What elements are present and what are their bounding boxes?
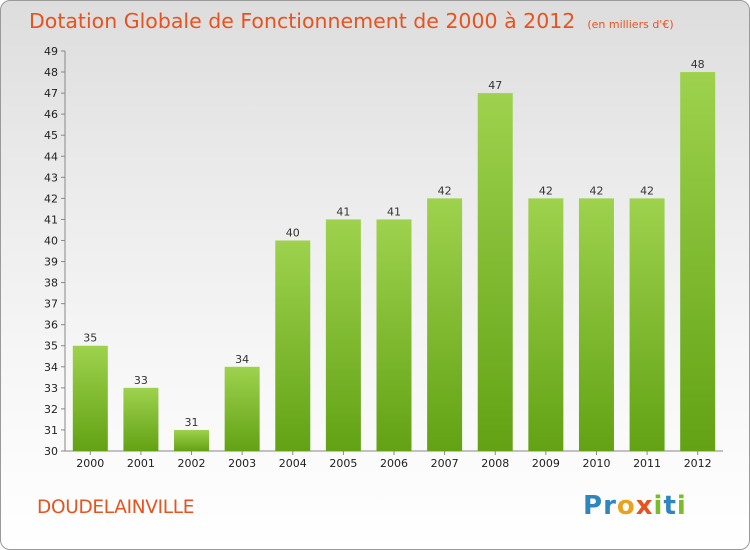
brand-letter: i bbox=[676, 491, 687, 521]
title-text: Dotation Globale de Fonctionnement de 20… bbox=[29, 9, 576, 33]
bar bbox=[578, 198, 614, 451]
chart-subtitle: (en milliers d'€) bbox=[587, 18, 674, 31]
y-tick-label: 36 bbox=[44, 319, 58, 332]
x-tick-label: 2006 bbox=[380, 457, 408, 470]
x-tick-label: 2000 bbox=[76, 457, 104, 470]
brand-letter: o bbox=[616, 491, 636, 521]
x-tick-label: 2003 bbox=[228, 457, 256, 470]
y-tick-label: 49 bbox=[44, 45, 58, 58]
x-tick-label: 2007 bbox=[431, 457, 459, 470]
data-label: 47 bbox=[488, 79, 502, 92]
data-label: 35 bbox=[83, 332, 97, 345]
y-tick-label: 32 bbox=[44, 403, 58, 416]
brand-letter: t bbox=[663, 491, 677, 521]
y-tick-label: 38 bbox=[44, 277, 58, 290]
chart-axes: 30 31 32 33 34 35 36 37 38 39 40 41 42 43 44 45 46 47 48 49… bbox=[44, 45, 723, 470]
x-tick-label: 2012 bbox=[684, 457, 712, 470]
y-tick-label: 43 bbox=[44, 171, 58, 184]
y-tick-label: 39 bbox=[44, 256, 58, 269]
x-tick-label: 2011 bbox=[633, 457, 661, 470]
data-label: 42 bbox=[438, 184, 452, 197]
y-tick-label: 37 bbox=[44, 298, 58, 311]
x-tick-label: 2005 bbox=[329, 457, 357, 470]
x-tick-label: 2008 bbox=[481, 457, 509, 470]
y-tick-label: 47 bbox=[44, 87, 58, 100]
data-label: 42 bbox=[539, 184, 553, 197]
bar bbox=[528, 198, 564, 451]
data-label: 33 bbox=[134, 374, 148, 387]
chart-title: Dotation Globale de Fonctionnement de 20… bbox=[29, 9, 674, 33]
bar bbox=[325, 219, 361, 451]
bar bbox=[224, 366, 260, 451]
x-tick-label: 2004 bbox=[279, 457, 307, 470]
brand-logo: Proxiti bbox=[583, 491, 687, 521]
x-tick-label: 2001 bbox=[127, 457, 155, 470]
bar bbox=[123, 387, 159, 451]
chart-bars: 35 33 31 34 40 41 41 42 47 42 42 42 48 bbox=[72, 58, 716, 452]
y-tick-label: 42 bbox=[44, 192, 58, 205]
y-tick-label: 40 bbox=[44, 234, 58, 247]
y-tick-label: 45 bbox=[44, 129, 58, 142]
brand-letter: r bbox=[603, 491, 617, 521]
data-label: 34 bbox=[235, 353, 249, 366]
x-tick-label: 2002 bbox=[178, 457, 206, 470]
bar bbox=[174, 429, 210, 451]
y-tick-label: 34 bbox=[44, 361, 58, 374]
y-tick-label: 44 bbox=[44, 150, 58, 163]
y-tick-label: 46 bbox=[44, 108, 58, 121]
bar bbox=[72, 345, 108, 451]
data-label: 31 bbox=[185, 416, 199, 429]
bar bbox=[427, 198, 463, 451]
y-tick-label: 41 bbox=[44, 213, 58, 226]
x-tick-label: 2010 bbox=[582, 457, 610, 470]
brand-letter: P bbox=[583, 491, 604, 521]
y-tick-label: 33 bbox=[44, 382, 58, 395]
data-label: 41 bbox=[336, 205, 350, 218]
y-tick-label: 48 bbox=[44, 66, 58, 79]
brand-letter: i bbox=[653, 491, 664, 521]
y-tick-label: 30 bbox=[44, 445, 58, 458]
x-tick-label: 2009 bbox=[532, 457, 560, 470]
bar bbox=[376, 219, 412, 451]
data-label: 40 bbox=[286, 226, 300, 239]
data-label: 41 bbox=[387, 205, 401, 218]
bar bbox=[477, 93, 513, 452]
data-label: 42 bbox=[589, 184, 603, 197]
bar bbox=[680, 72, 716, 451]
bar bbox=[275, 240, 311, 451]
y-tick-label: 31 bbox=[44, 424, 58, 437]
data-label: 42 bbox=[640, 184, 654, 197]
commune-name: DOUDELAINVILLE bbox=[37, 497, 195, 518]
bar bbox=[629, 198, 665, 451]
data-label: 48 bbox=[691, 58, 705, 71]
brand-letter: x bbox=[635, 491, 654, 521]
y-tick-label: 35 bbox=[44, 340, 58, 353]
